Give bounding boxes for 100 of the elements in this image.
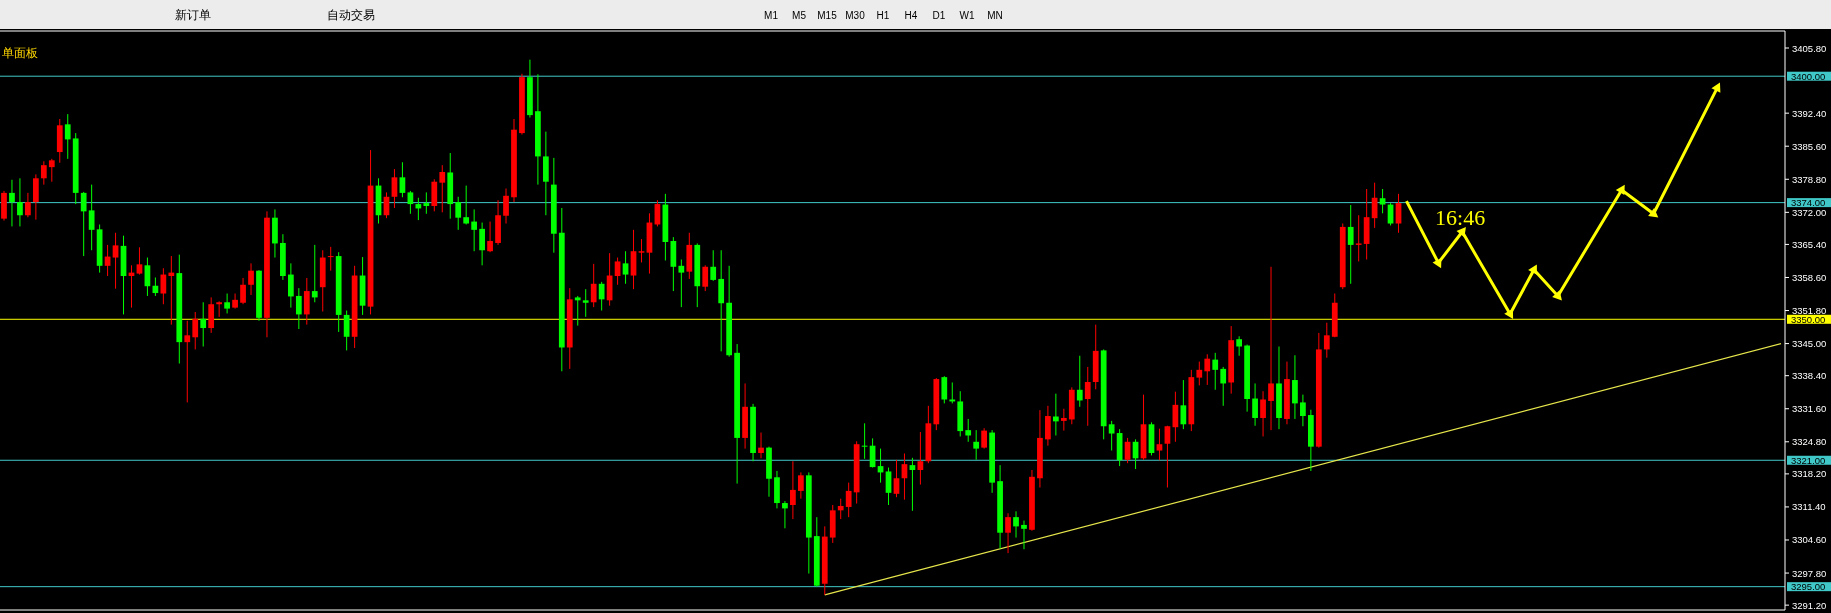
candlestick — [479, 222, 485, 266]
toolbar: 新订单 自动交易 M1 M5 M15 M30 H1 H4 D1 W1 MN — [0, 0, 1831, 29]
point — [1456, 227, 1466, 238]
ref-line-label: 3295.00 — [1791, 581, 1826, 593]
candlestick — [758, 432, 764, 459]
annotation: 单面板 — [2, 46, 38, 60]
candlestick — [797, 471, 804, 500]
candlestick — [949, 381, 956, 404]
point — [1615, 184, 1625, 196]
candlestick — [64, 113, 71, 160]
candlestick — [1395, 193, 1402, 234]
candlestick — [327, 246, 334, 272]
y-tick-label: 3311.40 — [1792, 501, 1826, 513]
candlestick — [160, 267, 167, 305]
candlestick — [224, 293, 230, 314]
candlestick — [471, 208, 478, 252]
candlestick — [455, 196, 462, 231]
candlestick — [1292, 354, 1298, 420]
candlestick — [790, 460, 796, 520]
candlestick — [1180, 379, 1187, 430]
candlestick — [17, 177, 23, 227]
candlestick — [1076, 355, 1083, 408]
candlestick — [1347, 204, 1354, 285]
y-tick-label: 3385.60 — [1792, 140, 1827, 152]
candlestick — [1300, 394, 1306, 427]
candlestick — [136, 246, 143, 276]
candlestick — [463, 185, 470, 225]
y-tick-label: 3331.60 — [1792, 403, 1827, 415]
candlestick — [407, 190, 414, 215]
candlestick — [200, 301, 207, 348]
candlestick — [598, 281, 605, 312]
candlestick — [88, 184, 95, 251]
candlestick — [503, 188, 509, 225]
y-tick-label: 3358.60 — [1792, 271, 1827, 283]
candlestick — [303, 277, 310, 326]
y-tick-label: 3304.60 — [1792, 534, 1827, 546]
candlestick — [112, 232, 119, 290]
candlestick — [1084, 366, 1091, 427]
ref-line-label: 3374.00 — [1791, 197, 1826, 209]
candlestick — [1212, 352, 1219, 391]
y-tick-label: 3297.80 — [1792, 567, 1827, 579]
candlestick — [622, 250, 629, 285]
candlestick — [893, 459, 900, 498]
point — [1648, 207, 1659, 218]
candlestick — [192, 311, 199, 350]
candlestick — [574, 295, 581, 327]
candlestick — [311, 244, 318, 303]
point — [1711, 82, 1721, 93]
candlestick — [399, 161, 406, 198]
candlestick — [1323, 322, 1330, 359]
candlestick — [582, 288, 589, 318]
candlestick — [1252, 382, 1258, 427]
candlestick — [168, 255, 175, 326]
candlestick — [295, 287, 302, 330]
y-tick-label: 3318.20 — [1792, 468, 1827, 480]
candlestick — [1108, 420, 1115, 452]
y-tick-label: 3405.80 — [1792, 42, 1827, 54]
candlestick — [917, 431, 924, 486]
candlestick — [1196, 361, 1203, 386]
candlestick — [981, 427, 988, 450]
y-tick-label: 3338.40 — [1792, 370, 1827, 382]
y-tick-label: 3291.20 — [1792, 599, 1827, 611]
candlestick — [1156, 428, 1163, 461]
y-tick-label: 3365.40 — [1792, 238, 1827, 250]
candlestick — [415, 197, 422, 221]
candlestick — [287, 262, 294, 309]
candlestick — [9, 179, 15, 227]
candlestick — [80, 191, 87, 257]
candlestick — [248, 262, 254, 296]
ref-line-label: 3321.00 — [1791, 454, 1826, 466]
candlestick — [1220, 366, 1227, 407]
candlestick — [216, 300, 223, 318]
candlestick — [423, 191, 430, 215]
candlestick — [232, 293, 238, 310]
candlestick — [208, 296, 215, 334]
ref-line-label: 3400.00 — [1791, 70, 1826, 82]
candlestick — [25, 192, 31, 218]
candlestick — [1164, 425, 1171, 488]
candlestick — [487, 221, 493, 253]
candlestick — [590, 263, 597, 308]
candlestick — [638, 238, 645, 263]
candlestick — [845, 482, 852, 518]
candlestick — [1379, 188, 1386, 214]
candlestick — [1204, 353, 1211, 386]
candlestick — [184, 320, 191, 403]
candlestick — [1021, 520, 1027, 550]
candlestick — [1260, 390, 1266, 437]
candlestick — [32, 173, 39, 221]
candlestick — [1236, 335, 1243, 357]
candlestick — [1355, 214, 1362, 262]
point — [1528, 264, 1537, 275]
candlestick — [710, 249, 717, 282]
point — [1432, 257, 1442, 269]
y-tick-label: 3378.80 — [1792, 173, 1827, 185]
candlestick — [240, 277, 246, 305]
candlestick — [1005, 512, 1011, 554]
candlestick — [343, 310, 350, 351]
candlestick — [941, 375, 948, 404]
y-tick-label: 3392.40 — [1792, 107, 1827, 119]
candlestick — [702, 264, 709, 292]
